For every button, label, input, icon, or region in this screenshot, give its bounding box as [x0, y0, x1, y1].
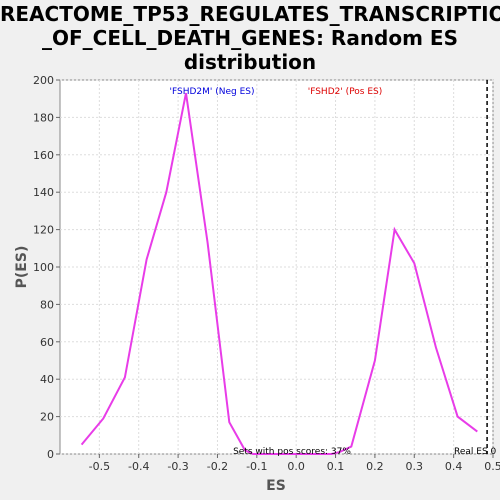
chart-title-line-2: _OF_CELL_DEATH_GENES: Random ES: [42, 26, 458, 50]
y-tick-label: 120: [33, 224, 54, 237]
y-tick-label: 180: [33, 111, 54, 124]
x-tick-label: -0.4: [128, 460, 149, 473]
y-tick-label: 0: [47, 448, 54, 461]
real-es-label: Real ES 0: [454, 447, 497, 457]
y-tick-label: 20: [40, 411, 54, 424]
y-tick-label: 100: [33, 261, 54, 274]
y-tick-label: 160: [33, 149, 54, 162]
x-axis-ticks: -0.5 -0.4 -0.3 -0.2 -0.1 0.0 0.1 0.2 0.3 0.4 0.5: [89, 454, 500, 473]
chart-title: REACTOME_TP53_REGULATES_TRANSCRIPTION _O…: [0, 2, 500, 74]
x-tick-label: -0.1: [246, 460, 267, 473]
y-tick-label: 80: [40, 298, 54, 311]
x-tick-label: -0.5: [89, 460, 110, 473]
x-tick-label: -0.2: [207, 460, 228, 473]
y-tick-label: 60: [40, 336, 54, 349]
y-axis-ticks: 0 20 40 60 80 100 120 140 160 180 200: [33, 74, 60, 461]
x-tick-label: 0.1: [327, 460, 345, 473]
y-tick-label: 200: [33, 74, 54, 87]
x-tick-label: 0.5: [484, 460, 500, 473]
es-distribution-line: [80, 92, 478, 455]
pos-scores-annotation: Sets with pos scores: 37%: [233, 447, 351, 457]
pos-es-annotation: 'FSHD2' (Pos ES): [308, 87, 383, 97]
y-tick-label: 140: [33, 186, 54, 199]
y-tick-label: 40: [40, 373, 54, 386]
x-tick-label: 0.3: [406, 460, 424, 473]
x-axis-label: ES: [266, 478, 286, 494]
neg-es-annotation: 'FSHD2M' (Neg ES): [170, 87, 255, 97]
x-tick-label: 0.0: [287, 460, 305, 473]
y-axis-label: P(ES): [14, 246, 30, 289]
chart-title-line-3: distribution: [183, 50, 317, 74]
x-tick-label: 0.4: [445, 460, 463, 473]
x-tick-label: -0.3: [167, 460, 188, 473]
x-tick-label: 0.2: [366, 460, 384, 473]
chart-title-line-1: REACTOME_TP53_REGULATES_TRANSCRIPTION: [0, 2, 500, 26]
